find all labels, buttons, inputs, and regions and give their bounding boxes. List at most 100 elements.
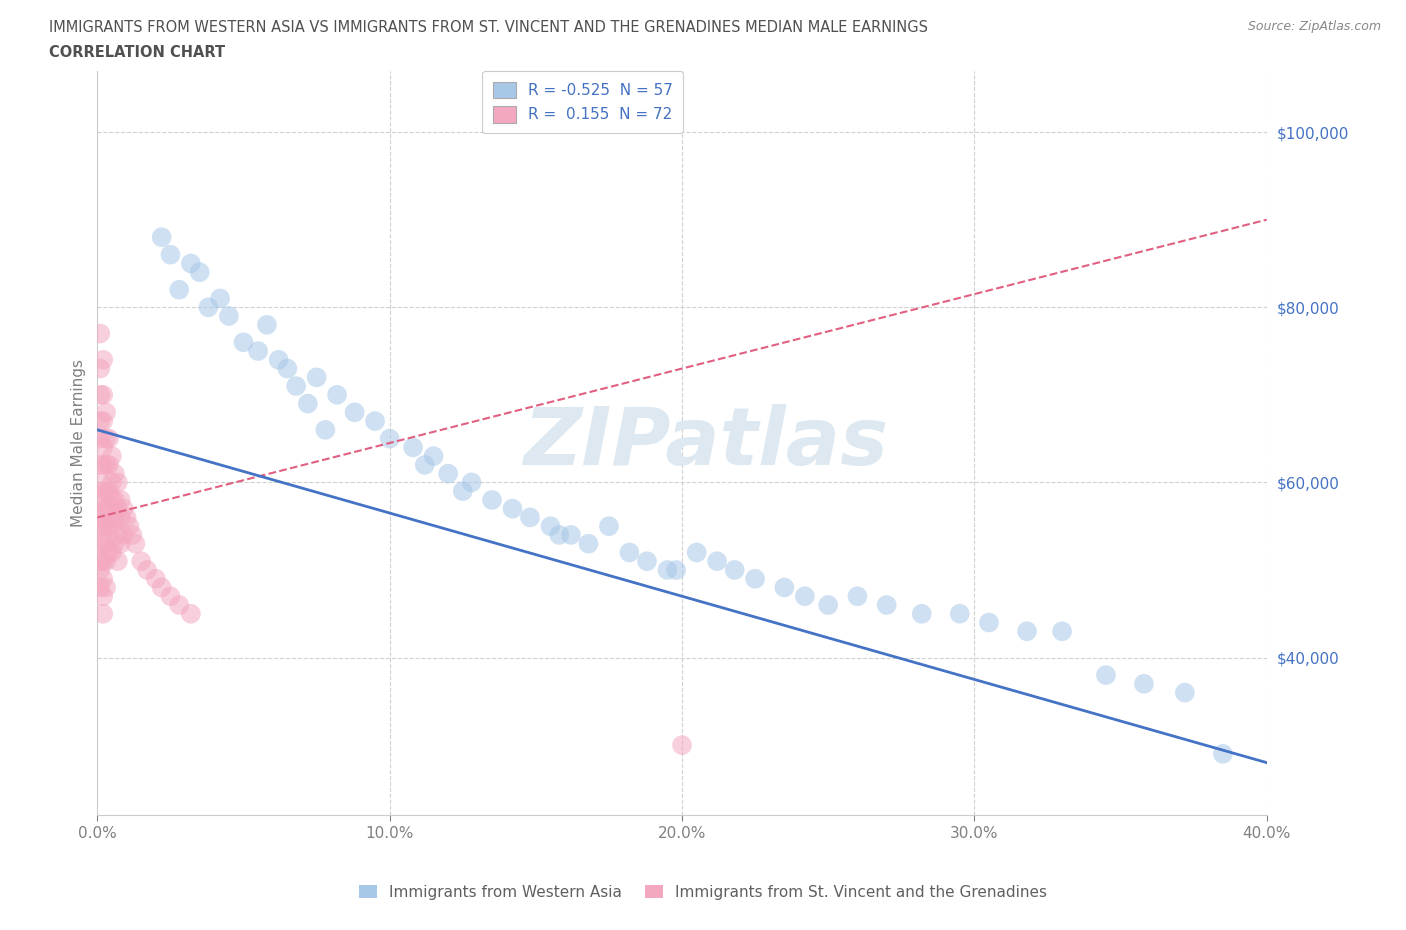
Point — [98, 432, 121, 446]
Point — [107, 553, 129, 568]
Point — [89, 326, 111, 341]
Point — [94, 458, 117, 472]
Point — [460, 475, 482, 490]
Point — [104, 493, 127, 508]
Point — [89, 580, 111, 595]
Point — [91, 388, 114, 403]
Point — [89, 361, 111, 376]
Point — [150, 230, 173, 245]
Point — [94, 405, 117, 419]
Point — [98, 545, 121, 560]
Point — [94, 501, 117, 516]
Point — [89, 563, 111, 578]
Point — [343, 405, 366, 419]
Point — [91, 571, 114, 586]
Point — [94, 519, 117, 534]
Point — [276, 361, 298, 376]
Point — [101, 493, 124, 508]
Point — [671, 737, 693, 752]
Point — [256, 317, 278, 332]
Point — [793, 589, 815, 604]
Point — [180, 606, 202, 621]
Point — [91, 501, 114, 516]
Point — [91, 519, 114, 534]
Point — [89, 553, 111, 568]
Point — [89, 458, 111, 472]
Point — [91, 352, 114, 367]
Point — [121, 527, 143, 542]
Point — [110, 510, 132, 525]
Point — [657, 563, 679, 578]
Point — [578, 537, 600, 551]
Point — [1095, 668, 1118, 683]
Point — [378, 432, 401, 446]
Point — [437, 466, 460, 481]
Point — [145, 571, 167, 586]
Point — [598, 519, 620, 534]
Point — [519, 510, 541, 525]
Point — [402, 440, 425, 455]
Point — [501, 501, 523, 516]
Point — [209, 291, 232, 306]
Point — [89, 432, 111, 446]
Point — [101, 475, 124, 490]
Point — [107, 475, 129, 490]
Point — [911, 606, 934, 621]
Point — [104, 537, 127, 551]
Point — [218, 309, 240, 324]
Point — [297, 396, 319, 411]
Point — [876, 598, 898, 613]
Point — [101, 519, 124, 534]
Point — [110, 537, 132, 551]
Point — [305, 370, 328, 385]
Point — [91, 553, 114, 568]
Point — [89, 388, 111, 403]
Point — [685, 545, 707, 560]
Point — [1174, 685, 1197, 700]
Point — [98, 458, 121, 472]
Point — [89, 510, 111, 525]
Point — [115, 510, 138, 525]
Point — [665, 563, 688, 578]
Point — [91, 440, 114, 455]
Point — [91, 589, 114, 604]
Point — [89, 475, 111, 490]
Point — [94, 432, 117, 446]
Point — [107, 501, 129, 516]
Point — [267, 352, 290, 367]
Point — [180, 256, 202, 271]
Point — [112, 501, 135, 516]
Point — [773, 580, 796, 595]
Point — [112, 527, 135, 542]
Point — [89, 519, 111, 534]
Point — [91, 414, 114, 429]
Point — [129, 553, 152, 568]
Point — [188, 265, 211, 280]
Point — [167, 598, 190, 613]
Point — [724, 563, 747, 578]
Point — [817, 598, 839, 613]
Point — [124, 537, 146, 551]
Point — [636, 553, 658, 568]
Text: IMMIGRANTS FROM WESTERN ASIA VS IMMIGRANTS FROM ST. VINCENT AND THE GRENADINES M: IMMIGRANTS FROM WESTERN ASIA VS IMMIGRAN… — [49, 20, 928, 35]
Text: CORRELATION CHART: CORRELATION CHART — [49, 45, 225, 60]
Point — [89, 493, 111, 508]
Point — [91, 537, 114, 551]
Point — [977, 615, 1000, 630]
Point — [451, 484, 474, 498]
Point — [326, 388, 349, 403]
Point — [91, 458, 114, 472]
Point — [98, 501, 121, 516]
Text: Source: ZipAtlas.com: Source: ZipAtlas.com — [1247, 20, 1381, 33]
Point — [101, 545, 124, 560]
Point — [98, 484, 121, 498]
Point — [1133, 676, 1156, 691]
Point — [91, 606, 114, 621]
Point — [89, 414, 111, 429]
Point — [1212, 747, 1234, 762]
Text: ZIPatlas: ZIPatlas — [523, 404, 889, 482]
Y-axis label: Median Male Earnings: Median Male Earnings — [72, 359, 86, 527]
Point — [110, 493, 132, 508]
Point — [314, 422, 336, 437]
Point — [91, 484, 114, 498]
